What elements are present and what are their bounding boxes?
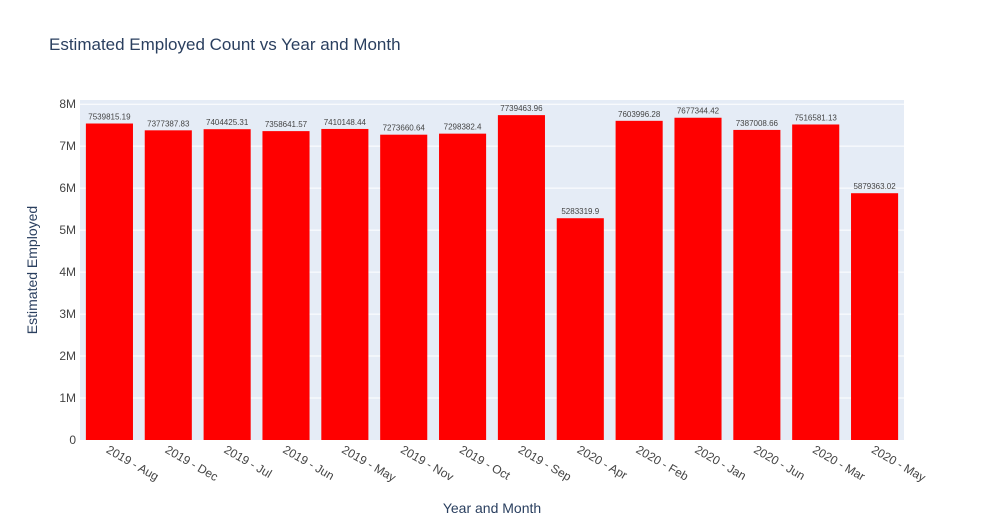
x-tick-label: 2019 - Jul bbox=[222, 442, 275, 480]
y-axis-ticks: 0 1M 2M 3M 4M 5M 6M 7M 8M bbox=[59, 97, 76, 447]
bar bbox=[85, 123, 133, 441]
y-tick-label: 6M bbox=[59, 181, 76, 195]
bar bbox=[262, 131, 310, 440]
bar bbox=[556, 218, 604, 440]
bar-value-label: 7677344.42 bbox=[677, 107, 720, 116]
x-tick-label: 2020 - Apr bbox=[575, 442, 630, 482]
x-tick-label: 2020 - Jun bbox=[751, 442, 807, 482]
y-tick-label: 5M bbox=[59, 223, 76, 237]
bar-value-label: 7298382.4 bbox=[444, 123, 482, 132]
bar-value-label: 5283319.9 bbox=[561, 207, 599, 216]
x-axis-title: Year and Month bbox=[443, 500, 541, 516]
bar-value-label: 7539815.19 bbox=[88, 113, 131, 122]
y-tick-label: 2M bbox=[59, 349, 76, 363]
x-tick-label: 2019 - Nov bbox=[398, 442, 456, 483]
x-tick-label: 2019 - Dec bbox=[163, 442, 221, 483]
bar bbox=[792, 124, 840, 440]
y-tick-label: 0 bbox=[69, 433, 76, 447]
x-tick-label: 2019 - Aug bbox=[104, 442, 161, 483]
bar bbox=[851, 193, 899, 440]
bar-value-label: 7603996.28 bbox=[618, 110, 661, 119]
y-tick-label: 8M bbox=[59, 97, 76, 111]
y-tick-label: 7M bbox=[59, 139, 76, 153]
x-axis-ticks: 2019 - Aug 2019 - Dec 2019 - Jul 2019 - Jun… bbox=[104, 442, 928, 484]
x-tick-label: 2020 - May bbox=[869, 442, 928, 484]
y-tick-label: 1M bbox=[59, 391, 76, 405]
bars bbox=[85, 115, 899, 441]
bar-value-label: 7387008.66 bbox=[736, 119, 779, 128]
x-tick-label: 2020 - Jan bbox=[693, 442, 749, 482]
bar bbox=[733, 129, 781, 440]
data-labels: 7539815.19 7377387.83 7404425.31 7358641.57… bbox=[88, 104, 896, 216]
x-tick-label: 2020 - Feb bbox=[634, 442, 692, 483]
bar-value-label: 7739463.96 bbox=[500, 104, 543, 113]
y-tick-label: 4M bbox=[59, 265, 76, 279]
bar-value-label: 7377387.83 bbox=[147, 119, 190, 128]
bar-value-label: 7410148.44 bbox=[324, 118, 367, 127]
bar bbox=[439, 133, 487, 441]
x-tick-label: 2019 - Oct bbox=[457, 442, 513, 482]
x-tick-label: 2019 - Sep bbox=[516, 442, 574, 484]
bar bbox=[380, 134, 428, 440]
bar-value-label: 7516581.13 bbox=[795, 113, 838, 122]
y-tick-label: 3M bbox=[59, 307, 76, 321]
y-axis-title: Estimated Employed bbox=[24, 206, 40, 334]
bar bbox=[674, 117, 722, 441]
bar bbox=[497, 115, 545, 441]
bar bbox=[321, 128, 369, 440]
x-tick-label: 2020 - Mar bbox=[810, 442, 867, 483]
bar-value-label: 7358641.57 bbox=[265, 120, 308, 129]
bar-value-label: 7404425.31 bbox=[206, 118, 249, 127]
chart-title: Estimated Employed Count vs Year and Mon… bbox=[49, 35, 401, 54]
x-tick-label: 2019 - May bbox=[339, 442, 398, 484]
bar bbox=[615, 120, 663, 440]
bar bbox=[144, 130, 192, 441]
x-tick-label: 2019 - Jun bbox=[281, 442, 337, 482]
bar bbox=[203, 129, 251, 440]
bar-value-label: 5879363.02 bbox=[853, 182, 896, 191]
bar-value-label: 7273660.64 bbox=[383, 124, 426, 133]
